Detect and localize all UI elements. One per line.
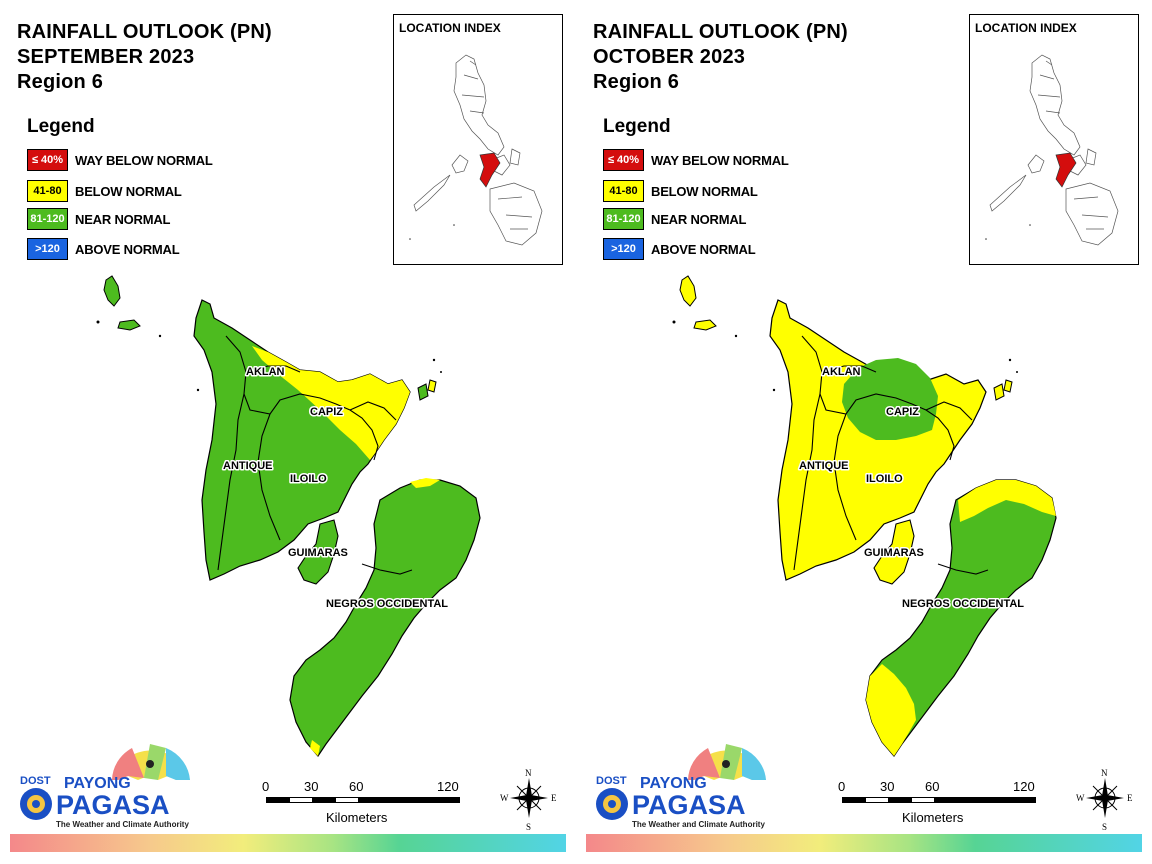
scale-bar (266, 797, 460, 803)
october-outlook-panel: RAINFALL OUTLOOK (PN) OCTOBER 2023 Regio… (576, 0, 1152, 864)
scale-tick: 120 (437, 779, 459, 794)
payong-pagasa-logo: DOST PAYONG PAGASA The Weather and Clima… (20, 744, 190, 829)
north-arrow-compass-icon: N S W E (1076, 768, 1133, 832)
logo-dost: DOST (596, 775, 627, 787)
iloilo-label: ILOILO (866, 473, 903, 485)
location-index-title: LOCATION INDEX (975, 21, 1077, 35)
below-normal-zone-negros-south (866, 664, 916, 756)
compass-w: W (1076, 793, 1085, 803)
scale-tick: 30 (304, 779, 319, 794)
compass-w: W (500, 793, 509, 803)
negros-island (289, 479, 481, 757)
small-island (1003, 379, 1013, 393)
legend-swatch: 81-120 (27, 208, 68, 230)
below-normal-zone-negros-north (958, 480, 1056, 522)
scale-tick: 30 (880, 779, 895, 794)
logo-payong: PAYONG (640, 775, 707, 792)
legend-label: ABOVE NORMAL (651, 242, 756, 257)
map-title: RAINFALL OUTLOOK (PN) OCTOBER 2023 Regio… (593, 20, 848, 95)
legend-label: WAY BELOW NORMAL (651, 153, 789, 168)
antique-label: ANTIQUE (799, 460, 849, 472)
scale-tick: 0 (838, 779, 846, 794)
aklan-label: AKLAN (246, 366, 285, 378)
logo-payong: PAYONG (64, 775, 131, 792)
legend-swatch: ≤ 40% (603, 149, 644, 171)
scale-unit: Kilometers (326, 810, 388, 825)
below-normal-zone-negros-south (310, 740, 320, 756)
philippines-index-map (985, 54, 1119, 246)
logo-tagline: The Weather and Climate Authority (56, 820, 189, 829)
compass-s: S (526, 822, 531, 832)
map-title: RAINFALL OUTLOOK (PN) SEPTEMBER 2023 Reg… (17, 20, 272, 95)
title-line-2: OCTOBER 2023 (593, 46, 746, 68)
title-line-3: Region 6 (17, 71, 104, 93)
below-normal-zone (252, 346, 410, 460)
legend-label: ABOVE NORMAL (75, 242, 180, 257)
antique-label: ANTIQUE (223, 460, 273, 472)
legend-swatch: 41-80 (27, 180, 68, 202)
legend-swatch: >120 (27, 238, 68, 260)
title-line-2: SEPTEMBER 2023 (17, 46, 195, 68)
payong-pagasa-logo: DOST PAYONG PAGASA The Weather and Clima… (596, 744, 766, 829)
near-normal-zone-capiz (842, 358, 938, 440)
iloilo-label: ILOILO (290, 473, 327, 485)
title-line-1: RAINFALL OUTLOOK (PN) (593, 21, 848, 43)
legend-label: WAY BELOW NORMAL (75, 153, 213, 168)
legend-title: Legend (27, 116, 95, 137)
guimaras-island (873, 519, 915, 585)
small-island (427, 379, 437, 393)
guimaras-label: GUIMARAS (288, 547, 348, 559)
legend-label: NEAR NORMAL (651, 212, 747, 227)
legend-label: BELOW NORMAL (651, 184, 758, 199)
legend-swatch: ≤ 40% (27, 149, 68, 171)
location-index-title: LOCATION INDEX (399, 21, 501, 35)
small-island (993, 383, 1005, 401)
legend-swatch: >120 (603, 238, 644, 260)
scale-tick: 0 (262, 779, 270, 794)
capiz-label: CAPIZ (310, 406, 343, 418)
compass-e: E (551, 793, 557, 803)
compass-e: E (1127, 793, 1133, 803)
footer-gradient-bar (586, 834, 1142, 852)
below-normal-zone-negros (410, 478, 440, 488)
september-outlook-panel: RAINFALL OUTLOOK (PN) SEPTEMBER 2023 Reg… (10, 14, 566, 852)
legend-swatch: 41-80 (603, 180, 644, 202)
title-line-3: Region 6 (593, 71, 680, 93)
legend-title: Legend (603, 116, 671, 137)
legend-label: NEAR NORMAL (75, 212, 171, 227)
location-index-inset: LOCATION INDEX (969, 14, 1139, 265)
compass-s: S (1102, 822, 1107, 832)
compass-n: N (1101, 768, 1108, 778)
scale-tick: 60 (349, 779, 364, 794)
logo-dost: DOST (20, 775, 51, 787)
region-6-rainfall-map: AKLAN CAPIZ ANTIQUE ILOILO GUIMARAS NEGR… (96, 275, 481, 803)
region-6-rainfall-map: AKLAN CAPIZ ANTIQUE ILOILO GUIMARAS NEGR… (672, 275, 1057, 803)
small-island (693, 319, 717, 331)
logo-pagasa: PAGASA (632, 790, 746, 820)
logo-pagasa: PAGASA (56, 790, 170, 820)
small-island (417, 383, 429, 401)
scale-unit: Kilometers (902, 810, 964, 825)
north-arrow-compass-icon: N S W E (500, 768, 557, 832)
negros-occidental-label: NEGROS OCCIDENTAL (326, 598, 448, 610)
title-line-1: RAINFALL OUTLOOK (PN) (17, 21, 272, 43)
scale-tick: 60 (925, 779, 940, 794)
small-island (117, 319, 141, 331)
legend-label: BELOW NORMAL (75, 184, 182, 199)
scale-bar (842, 797, 1036, 803)
scale-tick: 120 (1013, 779, 1035, 794)
legend-swatch: 81-120 (603, 208, 644, 230)
guimaras-label: GUIMARAS (864, 547, 924, 559)
logo-tagline: The Weather and Climate Authority (632, 820, 765, 829)
compass-n: N (525, 768, 532, 778)
aklan-label: AKLAN (822, 366, 861, 378)
negros-occidental-label: NEGROS OCCIDENTAL (902, 598, 1024, 610)
location-index-inset: LOCATION INDEX (393, 14, 563, 265)
footer-gradient-bar (10, 834, 566, 852)
romblon-islands (103, 275, 121, 307)
capiz-label: CAPIZ (886, 406, 919, 418)
philippines-index-map (409, 54, 543, 246)
guimaras-island (297, 519, 339, 585)
romblon-islands (679, 275, 697, 307)
